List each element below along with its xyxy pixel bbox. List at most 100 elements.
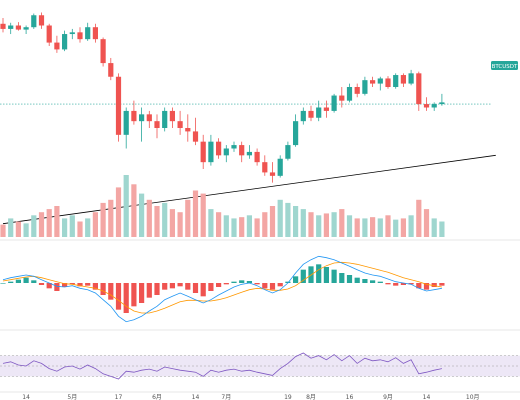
candle-body — [131, 110, 137, 122]
macd-histogram-bar — [192, 283, 199, 293]
macd-histogram-bar — [131, 283, 137, 307]
candle-body — [385, 78, 391, 87]
volume-bar — [239, 217, 245, 237]
volume-bar — [131, 184, 137, 237]
volume-bar — [108, 199, 114, 237]
volume-bar — [362, 218, 368, 237]
volume-bar — [408, 215, 414, 237]
candle-body — [139, 114, 145, 122]
candle-body — [362, 80, 368, 94]
candle-body — [300, 110, 306, 122]
macd-histogram-bar — [339, 273, 345, 283]
candle-body — [115, 76, 122, 135]
macd-histogram-bar — [62, 283, 68, 287]
volume-bar — [192, 190, 199, 237]
volume-bar — [400, 218, 406, 237]
macd-histogram-bar — [262, 283, 268, 289]
macd-histogram-bar — [293, 276, 299, 283]
candle-body — [46, 25, 52, 43]
candle-body — [223, 148, 229, 156]
volume-bar — [423, 209, 430, 237]
volume-bar — [216, 212, 222, 237]
trendline — [2, 154, 496, 225]
macd-line — [2, 255, 442, 323]
macd-histogram-bar — [277, 283, 283, 287]
candle-body — [239, 145, 245, 156]
macd-histogram-bar — [400, 283, 406, 285]
macd-histogram-bar — [85, 283, 91, 286]
x-axis: 14 5月 17 6月 14 7月 19 8月 16 9月 14 10月 — [22, 394, 479, 400]
candle-body — [269, 172, 276, 176]
candle-body — [231, 145, 237, 149]
candle-body — [254, 151, 260, 163]
volume-bar — [293, 206, 299, 237]
candle-body — [185, 128, 191, 132]
candle-body — [346, 87, 353, 101]
volume-bar — [370, 217, 376, 237]
volume-bar — [316, 215, 322, 237]
macd-histogram-bar — [431, 283, 437, 287]
volume-bar — [154, 206, 160, 237]
volume-bar — [115, 187, 122, 237]
volume-bar — [439, 221, 445, 237]
macd-histogram-bar — [216, 283, 222, 287]
volume-bar — [285, 202, 291, 237]
x-tick-label: 10月 — [466, 394, 480, 400]
candle-body — [439, 102, 445, 105]
candle-body — [423, 104, 430, 108]
candle-body — [85, 27, 91, 40]
macd-histogram-bar — [223, 283, 229, 285]
macd-histogram-bar — [146, 283, 152, 298]
macd-pane — [0, 255, 445, 323]
candle-body — [100, 39, 106, 64]
macd-histogram-bar — [200, 283, 206, 297]
macd-histogram-bar — [370, 280, 376, 283]
x-tick-label: 6月 — [152, 394, 162, 400]
candle-body — [15, 25, 21, 30]
candle-body — [400, 75, 406, 84]
volume-bar — [323, 213, 329, 237]
volume-bar — [346, 215, 353, 237]
macd-histogram-bar — [346, 275, 353, 283]
macd-histogram-bar — [354, 277, 360, 283]
price-badge-bg — [491, 61, 518, 70]
pane-separators — [0, 239, 520, 393]
macd-histogram-bar — [254, 283, 260, 285]
macd-histogram-bar — [208, 283, 214, 291]
candle-body — [208, 141, 214, 163]
candle-body — [154, 121, 160, 128]
macd-histogram-bar — [123, 283, 129, 313]
candle-body — [308, 110, 314, 118]
volume-bar — [23, 223, 29, 237]
candle-body — [316, 107, 322, 118]
candle-body — [370, 80, 376, 84]
candle-body — [431, 104, 437, 108]
x-tick-label: 7月 — [221, 394, 231, 400]
candle-body — [339, 95, 345, 101]
macd-histogram-bar — [177, 283, 183, 287]
macd-histogram-bar — [323, 267, 329, 283]
candle-body — [23, 27, 29, 30]
macd-histogram-bar — [269, 283, 276, 290]
candle-body — [162, 110, 168, 128]
candle-body — [216, 141, 222, 156]
macd-histogram-bar — [300, 269, 306, 283]
volume-bar — [92, 212, 98, 237]
volume-bar — [308, 212, 314, 237]
candle-body — [323, 107, 329, 111]
volume-bar — [339, 209, 345, 237]
candle-body — [408, 73, 414, 84]
volume-bar — [100, 202, 106, 237]
candle-body — [54, 42, 60, 50]
macd-histogram-bar — [8, 281, 14, 283]
macd-histogram-bar — [439, 283, 445, 286]
x-tick-label: 14 — [423, 394, 431, 400]
macd-histogram-bar — [408, 283, 414, 285]
macd-histogram-bar — [38, 283, 45, 285]
candle-body — [108, 63, 114, 77]
x-tick-label: 16 — [346, 394, 354, 400]
volume-bar — [177, 212, 183, 237]
macd-histogram-bar — [92, 283, 98, 290]
volume-bar — [416, 199, 422, 237]
